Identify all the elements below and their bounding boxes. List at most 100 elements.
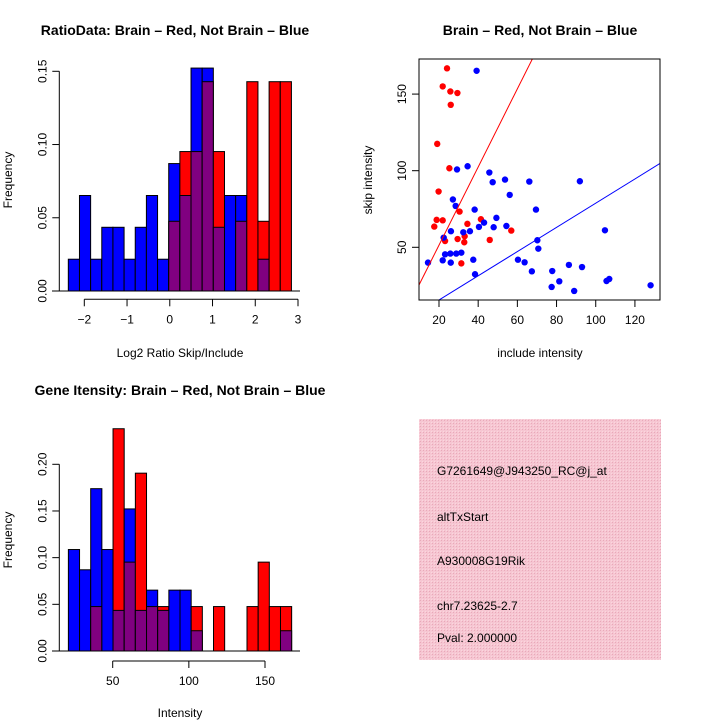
scatter-point-blue bbox=[452, 202, 459, 210]
scatter-point-red bbox=[458, 260, 465, 267]
ratio-y-tick-label: 0.00 bbox=[35, 279, 49, 303]
scatter-point-blue bbox=[556, 278, 563, 285]
scatter-point-blue bbox=[601, 227, 609, 234]
scatter-plot-box bbox=[418, 58, 661, 301]
intensity-bar-overlap bbox=[112, 609, 125, 652]
scatter-point-blue bbox=[460, 229, 467, 236]
ratio-x-tick-label: 0 bbox=[166, 312, 173, 326]
scatter-x-tick-label: 40 bbox=[471, 313, 485, 327]
scatter-point-red bbox=[508, 227, 515, 234]
intensity-bar-overlap bbox=[123, 561, 136, 652]
intensity-bar-red bbox=[213, 606, 226, 652]
intensity-bar-blue bbox=[168, 589, 181, 652]
scatter-point-red bbox=[447, 101, 454, 109]
ratio-bar-overlap bbox=[179, 195, 192, 292]
fit-lines bbox=[419, 59, 660, 300]
fit-line-blue bbox=[438, 163, 660, 300]
ratio-y-tick-label: 0.15 bbox=[35, 59, 49, 83]
scatter-point-red bbox=[454, 235, 461, 243]
scatter-point-blue bbox=[471, 206, 478, 213]
scatter-point-blue bbox=[535, 245, 542, 252]
scatter-point-blue bbox=[514, 256, 522, 263]
scatter-point-blue bbox=[473, 67, 480, 74]
ratio-bar-blue bbox=[223, 195, 237, 292]
ratio-bar-red bbox=[268, 81, 281, 292]
intensity-bar-overlap bbox=[157, 609, 170, 652]
intensity-bar-blue bbox=[79, 569, 92, 652]
scatter-point-blue bbox=[548, 283, 555, 291]
intensity-bar-overlap bbox=[279, 630, 293, 652]
ratio-x-tick-label: 2 bbox=[252, 312, 259, 326]
p-value: Pval: 2.000000 bbox=[437, 631, 517, 645]
ratio-histogram: RatioData: Brain – Red, Not Brain – Blue… bbox=[1, 22, 309, 360]
ratio-bar-blue bbox=[145, 195, 159, 292]
scatter-point-red bbox=[439, 217, 446, 224]
ratio-bar-blue bbox=[101, 226, 114, 292]
scatter-point-blue bbox=[570, 287, 578, 295]
intensity-bar-blue bbox=[101, 549, 114, 652]
ratio-bar-overlap bbox=[201, 81, 214, 292]
intensity-y-tick-label: 0.20 bbox=[35, 452, 49, 476]
ratio-bar-blue bbox=[134, 226, 147, 292]
intensity-bar-overlap bbox=[90, 606, 103, 652]
scatter-point-red bbox=[454, 89, 461, 97]
intensity-bar-blue bbox=[179, 589, 192, 652]
ratio-histogram-title: RatioData: Brain – Red, Not Brain – Blue bbox=[41, 22, 310, 38]
scatter-y-tick-label: 150 bbox=[395, 84, 409, 104]
scatter-point-blue bbox=[449, 196, 457, 203]
scatter-point-blue bbox=[453, 166, 461, 173]
scatter-point-blue bbox=[447, 250, 454, 257]
scatter-point-blue bbox=[439, 257, 446, 264]
scatter-point-blue bbox=[441, 251, 449, 258]
intensity-bar-red bbox=[246, 606, 259, 652]
scatter-point-blue bbox=[480, 219, 488, 226]
scatter-point-red bbox=[433, 216, 440, 224]
scatter-point-blue bbox=[606, 275, 613, 283]
scatter-x-tick-label: 20 bbox=[432, 313, 446, 327]
scatter-point-red bbox=[456, 208, 463, 215]
genomic-location: chr7.23625-2.7 bbox=[437, 599, 518, 613]
scatter-point-blue bbox=[458, 249, 465, 256]
scatter-y-tick-label: 100 bbox=[395, 160, 409, 180]
intensity-bar-red bbox=[257, 561, 270, 652]
intensity-y-tick-label: 0.00 bbox=[35, 639, 49, 663]
scatter-point-blue bbox=[506, 191, 513, 199]
scatter-point-blue bbox=[493, 214, 500, 222]
ratio-bar-red bbox=[246, 81, 259, 292]
ratio-bar-overlap bbox=[168, 220, 181, 292]
intensity-scatter-title: Brain – Red, Not Brain – Blue bbox=[443, 22, 638, 38]
intensity-bar-red bbox=[268, 606, 281, 652]
scatter-point-red bbox=[435, 188, 442, 195]
scatter-point-red bbox=[446, 165, 453, 172]
info-panel-background bbox=[419, 419, 661, 660]
scatter-point-blue bbox=[464, 163, 471, 170]
gene-name: A930008G19Rik bbox=[437, 554, 526, 568]
event-type: altTxStart bbox=[437, 510, 489, 524]
ratio-bar-blue bbox=[67, 258, 80, 292]
ratio-histogram-xlabel: Log2 Ratio Skip/Include bbox=[117, 346, 244, 360]
ratio-bar-overlap bbox=[212, 226, 225, 292]
scatter-point-blue bbox=[528, 268, 536, 275]
scatter-x-tick-label: 120 bbox=[625, 313, 645, 327]
ratio-bar-blue bbox=[78, 195, 92, 292]
ratio-bar-blue bbox=[112, 226, 125, 292]
gene-intensity-histogram: Gene Itensity: Brain – Red, Not Brain – … bbox=[1, 382, 326, 720]
scatter-point-blue bbox=[521, 259, 528, 266]
scatter-point-blue bbox=[576, 178, 584, 185]
ratio-y-tick-label: 0.05 bbox=[35, 206, 49, 230]
intensity-bar-overlap bbox=[146, 606, 159, 652]
ratio-bar-overlap bbox=[190, 151, 203, 292]
scatter-point-blue bbox=[503, 222, 510, 230]
scatter-point-blue bbox=[532, 206, 540, 213]
intensity-x-tick-label: 150 bbox=[255, 674, 275, 688]
scatter-x-tick-label: 100 bbox=[586, 313, 606, 327]
scatter-point-blue bbox=[489, 178, 496, 186]
intensity-bar-overlap bbox=[190, 630, 203, 652]
intensity-bar-blue bbox=[67, 549, 81, 652]
scatter-point-red bbox=[431, 223, 438, 230]
scatter-point-blue bbox=[549, 267, 556, 275]
info-panel: G7261649@J943250_RC@j_at altTxStart A930… bbox=[419, 419, 661, 660]
scatter-point-blue bbox=[470, 256, 477, 263]
ratio-x-tick-label: −2 bbox=[77, 312, 91, 326]
